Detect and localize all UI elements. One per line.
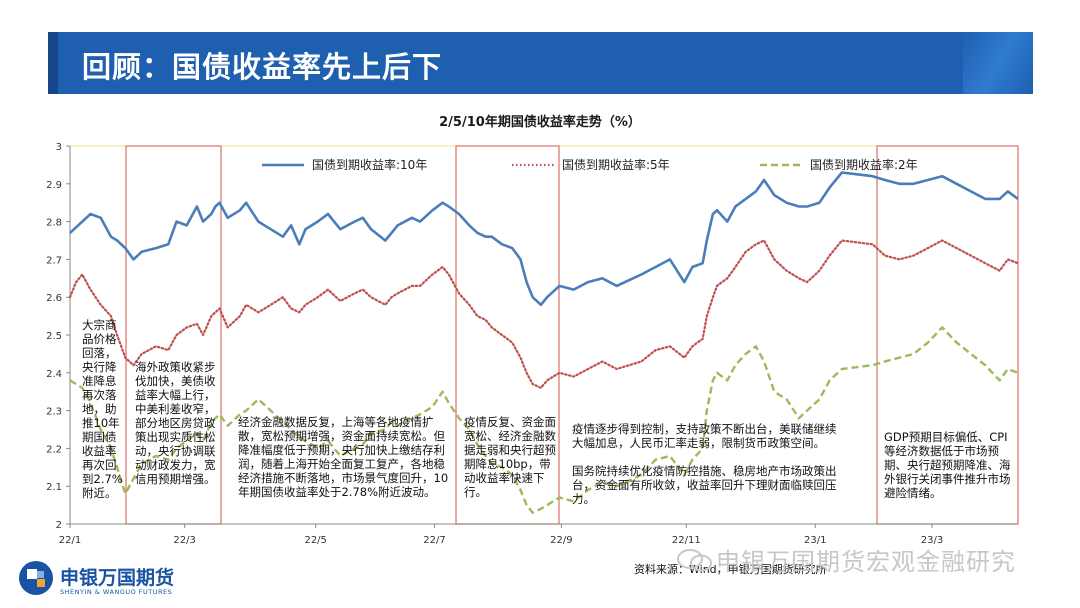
y-tick-label: 2.8 xyxy=(46,218,62,229)
note-period-4: 疫情反复、资金面宽松、经济金融数据走弱和央行超预期降息10bp，带动收益率快速下… xyxy=(464,415,556,499)
brand-name-en: SHENYIN & WANGUO FUTURES xyxy=(60,588,173,596)
y-tick-label: 2.7 xyxy=(46,255,62,266)
y-tick-label: 2.4 xyxy=(46,369,62,380)
legend-label-2: 国债到期收益率:5年 xyxy=(562,157,670,172)
watermark: 申银万国期货宏观金融研究 xyxy=(716,548,1016,576)
y-tick-label: 2.1 xyxy=(46,482,62,493)
y-tick-label: 2.9 xyxy=(46,180,62,191)
title-stripe xyxy=(963,32,1033,94)
x-tick-label: 23/1 xyxy=(804,535,826,546)
brand-name-cn: 申银万国期货 xyxy=(60,567,175,589)
note-period-2: 海外政策收紧步伐加快，美债收益率大幅上行，中美利差收窄，部分地区房贷政策出现实质… xyxy=(135,360,216,486)
series-line-2 xyxy=(68,239,1020,389)
note-period-5a: 疫情逐步得到控制，支持政策不断出台，美联储继续大幅加息，人民币汇率走弱，限制货币… xyxy=(572,422,837,450)
y-tick-label: 2.3 xyxy=(46,407,62,418)
x-tick-label: 22/3 xyxy=(173,535,195,546)
x-tick-label: 22/1 xyxy=(59,535,81,546)
legend-label-3: 国债到期收益率:2年 xyxy=(810,157,918,172)
x-tick-label: 22/7 xyxy=(423,535,445,546)
y-tick-label: 2.5 xyxy=(46,331,62,342)
series-line-1 xyxy=(69,171,1019,307)
chart-legend: 国债到期收益率:10年 国债到期收益率:5年 国债到期收益率:2年 xyxy=(262,157,918,172)
page-title: 回顾：国债收益率先上后下 xyxy=(82,50,443,84)
y-tick-label: 3 xyxy=(56,142,62,153)
x-tick-label: 22/9 xyxy=(550,535,572,546)
x-tick-label: 23/3 xyxy=(921,535,943,546)
note-period-6: GDP预期目标偏低、CPI等经济数据低于市场预期、央行超预期降准、海外银行关闭事… xyxy=(884,430,1011,500)
y-tick-label: 2.2 xyxy=(46,444,62,455)
title-bar: 回顾：国债收益率先上后下 xyxy=(48,32,1033,94)
note-period-5b: 国务院持续优化疫情防控措施、稳房地产市场政策出台，资金面有所收敛，收益率回升下理… xyxy=(572,464,837,506)
x-tick-label: 22/5 xyxy=(304,535,326,546)
note-period-1: 大宗商品价格回落，央行降准降息再次落地，助推10年期国债收益率再次回到2.7%附… xyxy=(82,318,123,500)
series-line-3 xyxy=(69,326,1019,514)
chart-axes: 2 2.1 2.2 2.3 2.4 2.5 2.6 2.7 2.8 2.9 3 22/1 22/3 22/… xyxy=(46,142,1018,546)
chart-lines xyxy=(68,171,1020,514)
note-period-3: 经济金融数据反复，上海等各地疫情扩散，宽松预期增强，资金面持续宽松。但降准幅度低… xyxy=(238,415,449,499)
y-tick-label: 2.6 xyxy=(46,293,62,304)
legend-label-1: 国债到期收益率:10年 xyxy=(312,157,427,172)
x-tick-label: 22/11 xyxy=(672,535,701,546)
wechat-icon xyxy=(677,549,712,572)
chart-title: 2/5/10年期国债收益率走势（%） xyxy=(439,115,641,130)
brand-logo-icon xyxy=(19,561,53,595)
y-tick-label: 2 xyxy=(56,520,62,531)
